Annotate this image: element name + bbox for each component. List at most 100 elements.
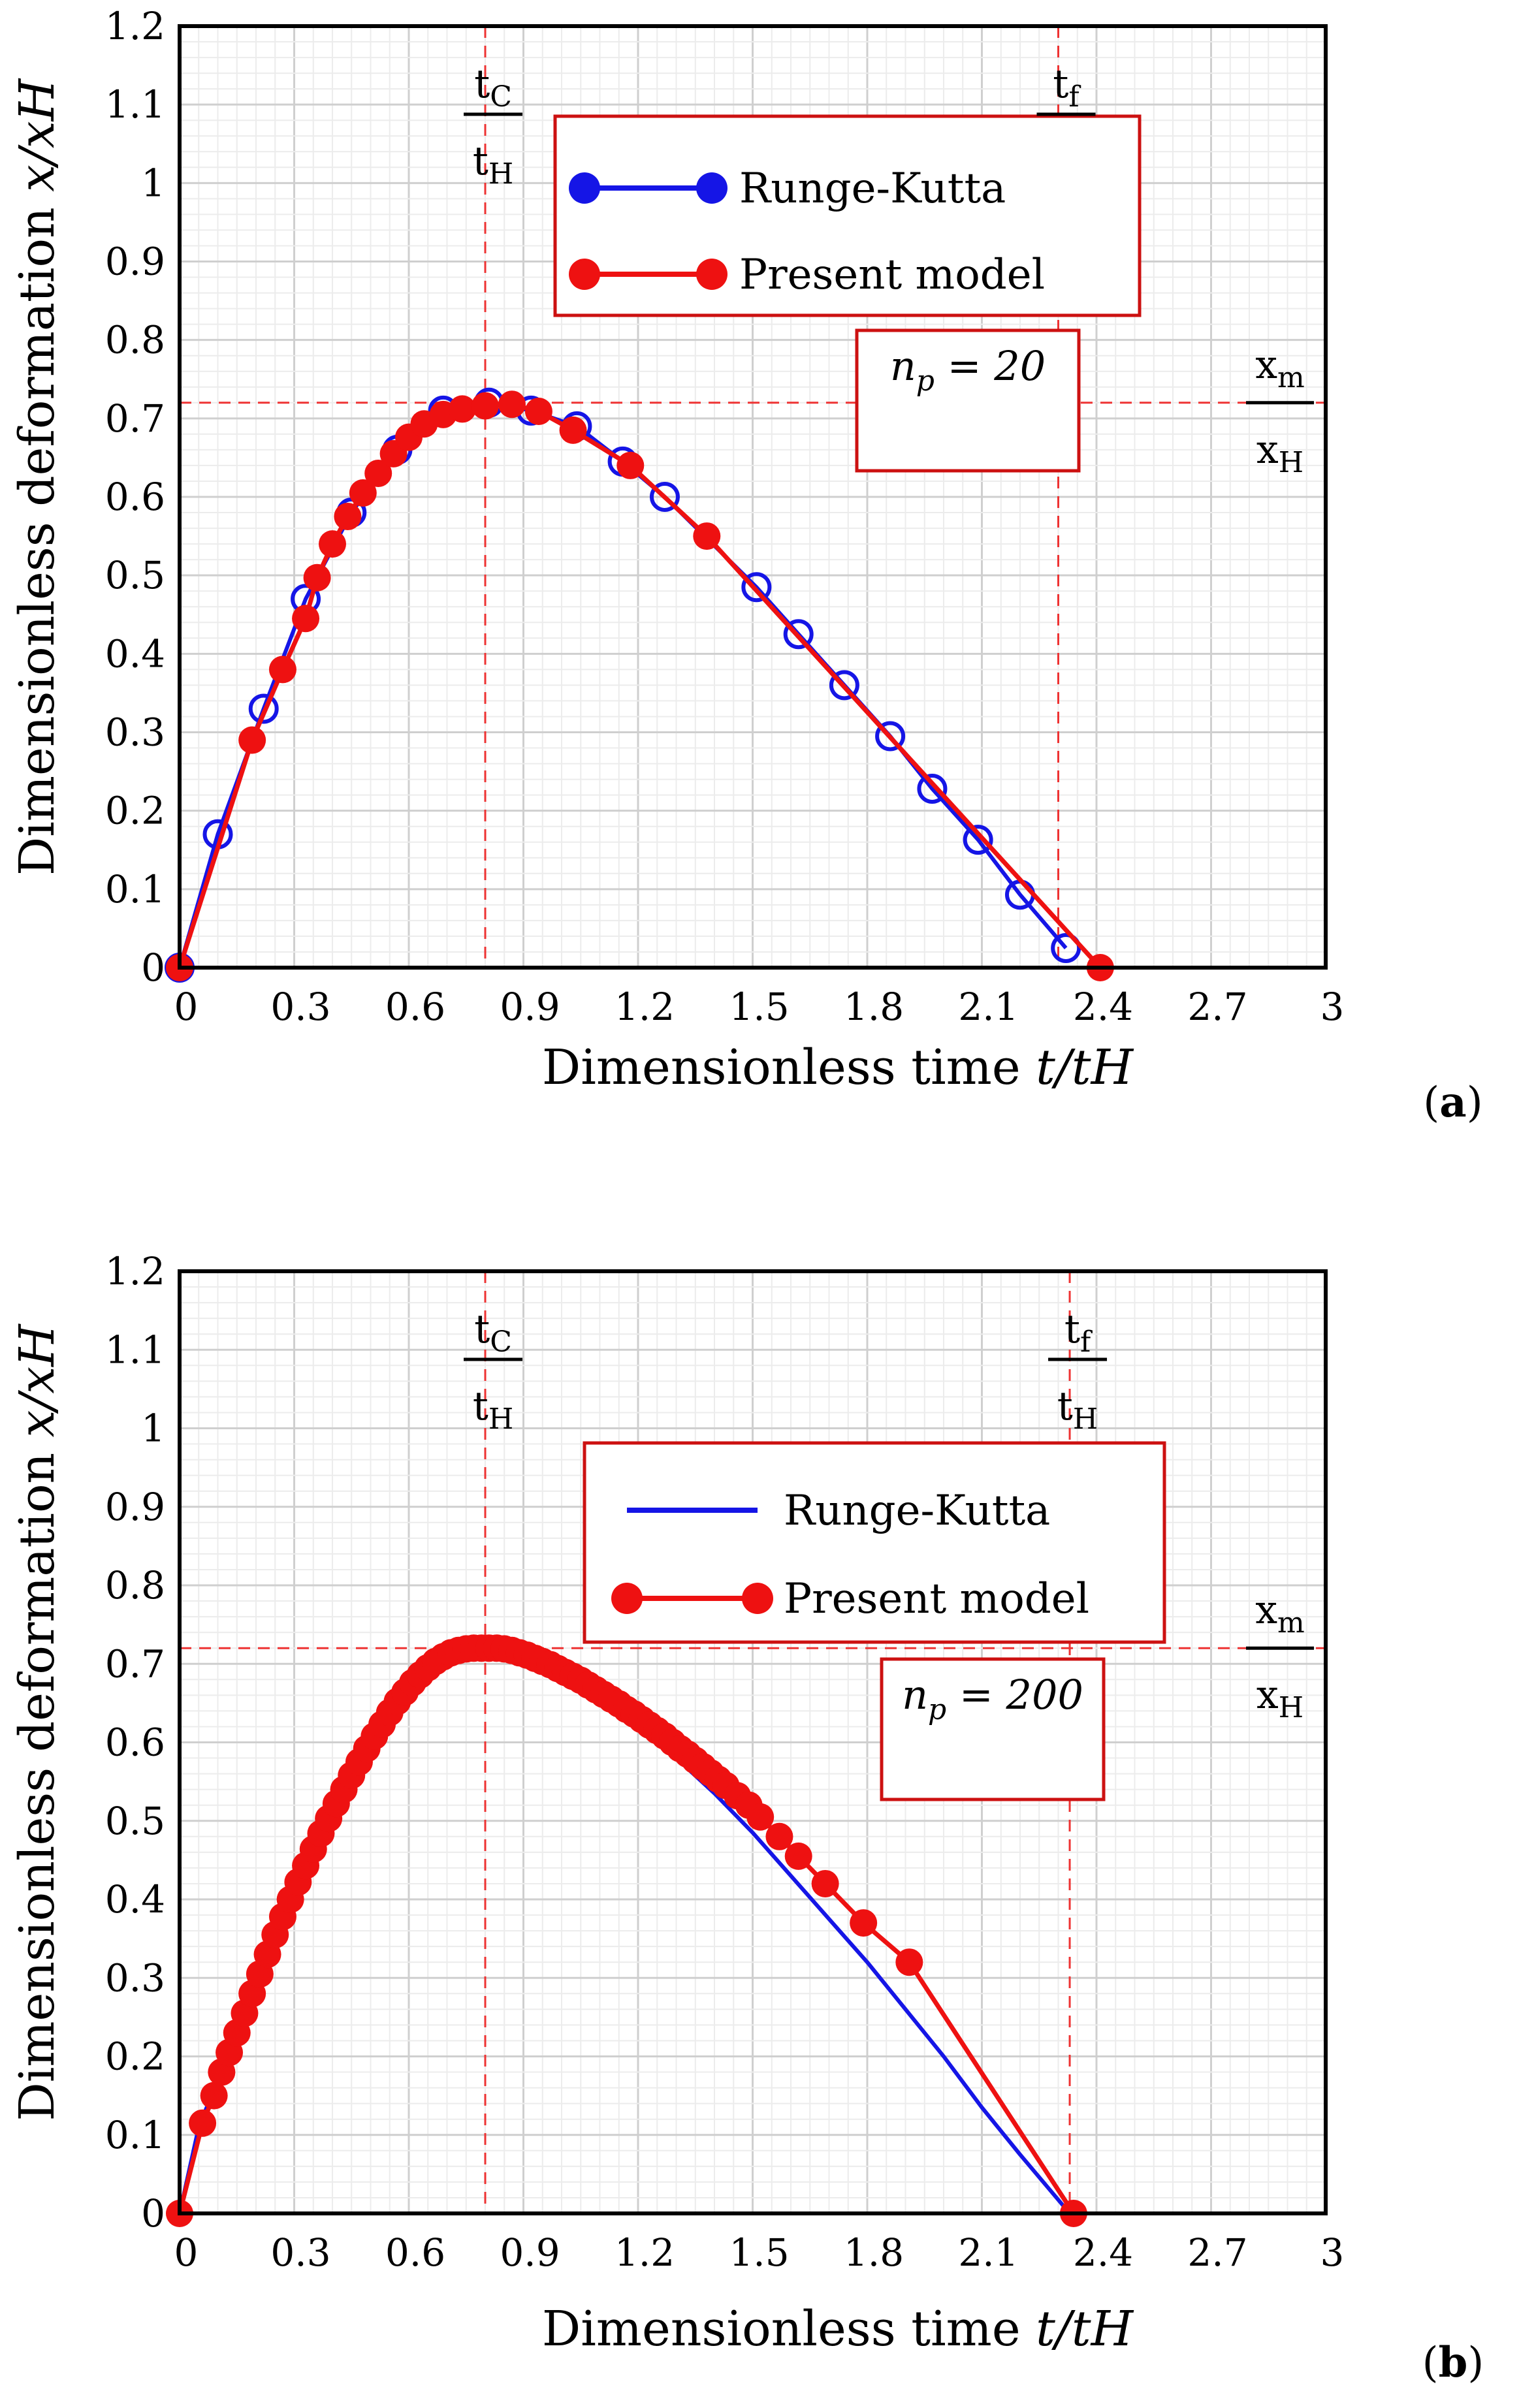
- legend-marker: [696, 259, 728, 290]
- xm-annotation-numerator: xm: [1255, 1587, 1305, 1640]
- panel-label: (b): [1422, 2338, 1484, 2387]
- x-tick-label: 1.2: [615, 2230, 675, 2275]
- y-tick-label: 1.2: [105, 4, 165, 48]
- legend-marker: [569, 172, 600, 204]
- legend-marker: [611, 1583, 643, 1614]
- y-tick-label: 0.2: [105, 789, 165, 833]
- y-tick-label: 0.4: [105, 1877, 165, 1922]
- legend-label: Present model: [784, 1575, 1089, 1623]
- x-tick-label: 2.7: [1187, 985, 1247, 1029]
- data-point: [829, 670, 859, 701]
- x-tick-label: 0: [174, 985, 199, 1029]
- y-tick-label: 1.2: [105, 1249, 165, 1293]
- x-axis-title: Dimensionless time t/tH: [542, 2301, 1134, 2357]
- x-tick-label: 2.7: [1187, 2230, 1247, 2275]
- legend-entry-present-model: Present model: [569, 251, 1045, 299]
- data-point: [319, 530, 346, 558]
- y-tick-label: 0.8: [105, 1563, 165, 1608]
- y-tick-label: 0.1: [105, 2113, 165, 2157]
- y-tick-label: 0.9: [105, 240, 165, 284]
- x-tick-label: 0.9: [500, 2230, 560, 2275]
- y-tick-label: 1.1: [105, 82, 165, 127]
- data-point: [741, 572, 772, 603]
- y-tick-label: 1.1: [105, 1327, 165, 1372]
- y-tick-label: 1: [141, 1406, 165, 1451]
- xm-annotation-numerator: xm: [1255, 342, 1305, 394]
- tf-annotation-denominator: tH: [1057, 1384, 1098, 1436]
- data-point: [559, 416, 587, 444]
- tf-annotation-numerator: tf: [1053, 61, 1081, 114]
- data-point: [448, 395, 476, 423]
- tc-annotation-numerator: tC: [474, 1307, 512, 1359]
- y-tick-label: 0.6: [105, 1720, 165, 1765]
- y-tick-label: 0.3: [105, 1956, 165, 2000]
- panel-b: 0 0.3 0.6 0.9 1.2 1.5 1.8 2.1 2.4 2.7 3 0 0.1 0.2 0.3 0…: [9, 1249, 1484, 2387]
- legend-marker: [742, 1583, 773, 1614]
- y-axis-title: Dimensionless deformation x/xH: [9, 1323, 65, 2121]
- data-point: [238, 726, 266, 754]
- panel-label: (a): [1423, 1078, 1482, 1127]
- data-point: [303, 563, 331, 592]
- data-point: [693, 522, 721, 550]
- legend-label: Present model: [739, 251, 1045, 299]
- y-tick-label: 0: [141, 2191, 165, 2236]
- np-box: [880, 1657, 1106, 1801]
- legend-box: [553, 114, 1142, 317]
- x-tick-label: 0.3: [270, 985, 330, 1029]
- legend-entry-runge-kutta: Runge-Kutta: [627, 1487, 1050, 1535]
- np-label: np = 200: [902, 1671, 1083, 1726]
- y-tick-label: 0.5: [105, 553, 165, 597]
- y-tick-label: 0.4: [105, 631, 165, 676]
- np-label: np = 20: [890, 342, 1046, 398]
- data-point: [875, 721, 906, 752]
- data-point: [765, 1822, 793, 1850]
- data-point: [364, 459, 392, 487]
- panel-a: 0 0.3 0.6 0.9 1.2 1.5 1.8 2.1 2.4 2.7 3 0 0.1 0.2 0.3 0…: [9, 4, 1483, 1127]
- y-tick-label: 0.8: [105, 318, 165, 362]
- data-point: [616, 451, 645, 479]
- np-box: [855, 328, 1081, 473]
- data-point: [189, 2109, 217, 2137]
- y-tick-label: 1: [141, 161, 165, 205]
- tc-annotation-numerator: tC: [474, 61, 512, 114]
- data-point: [292, 605, 320, 633]
- x-tick-label: 3: [1320, 985, 1345, 1029]
- legend-box: [583, 1441, 1166, 1644]
- x-tick-label: 0.9: [500, 985, 560, 1029]
- data-point: [917, 774, 948, 804]
- y-tick-label: 0.5: [105, 1799, 165, 1843]
- x-tick-label: 0.6: [385, 2230, 445, 2275]
- y-tick-label: 0.6: [105, 475, 165, 519]
- xm-annotation-denominator: xH: [1256, 427, 1303, 479]
- x-tick-label: 0.3: [270, 2230, 330, 2275]
- y-tick-label: 0: [141, 945, 165, 990]
- tc-annotation-denominator: tH: [473, 138, 514, 191]
- np-annotation: np = 200: [880, 1657, 1106, 1801]
- y-tick-label: 0.2: [105, 2035, 165, 2079]
- legend-marker: [569, 259, 600, 290]
- x-tick-label: 3: [1320, 2230, 1345, 2275]
- x-tick-label: 1.5: [729, 2230, 789, 2275]
- series-present-model: [166, 1634, 1087, 2227]
- x-tick-label: 2.1: [958, 985, 1018, 1029]
- x-tick-label: 2.4: [1073, 2230, 1133, 2275]
- data-point: [248, 693, 279, 724]
- plot-frame: [178, 1269, 1328, 2215]
- data-point: [498, 390, 526, 419]
- y-tick-label: 0.3: [105, 710, 165, 755]
- data-point: [524, 398, 552, 426]
- y-tick-label: 0.9: [105, 1485, 165, 1529]
- x-tick-label: 1.5: [729, 985, 789, 1029]
- x-tick-label: 2.4: [1073, 985, 1133, 1029]
- legend-marker: [696, 172, 728, 204]
- data-point: [268, 656, 296, 684]
- legend-label: Runge-Kutta: [784, 1487, 1050, 1535]
- tf-annotation-numerator: tf: [1064, 1307, 1093, 1359]
- data-point: [784, 1842, 812, 1870]
- data-point: [895, 1948, 923, 1976]
- data-point: [811, 1869, 839, 1897]
- data-point: [649, 482, 680, 512]
- y-tick-label: 0.7: [105, 396, 165, 441]
- data-point: [850, 1909, 878, 1937]
- y-tick-label: 0.7: [105, 1641, 165, 1686]
